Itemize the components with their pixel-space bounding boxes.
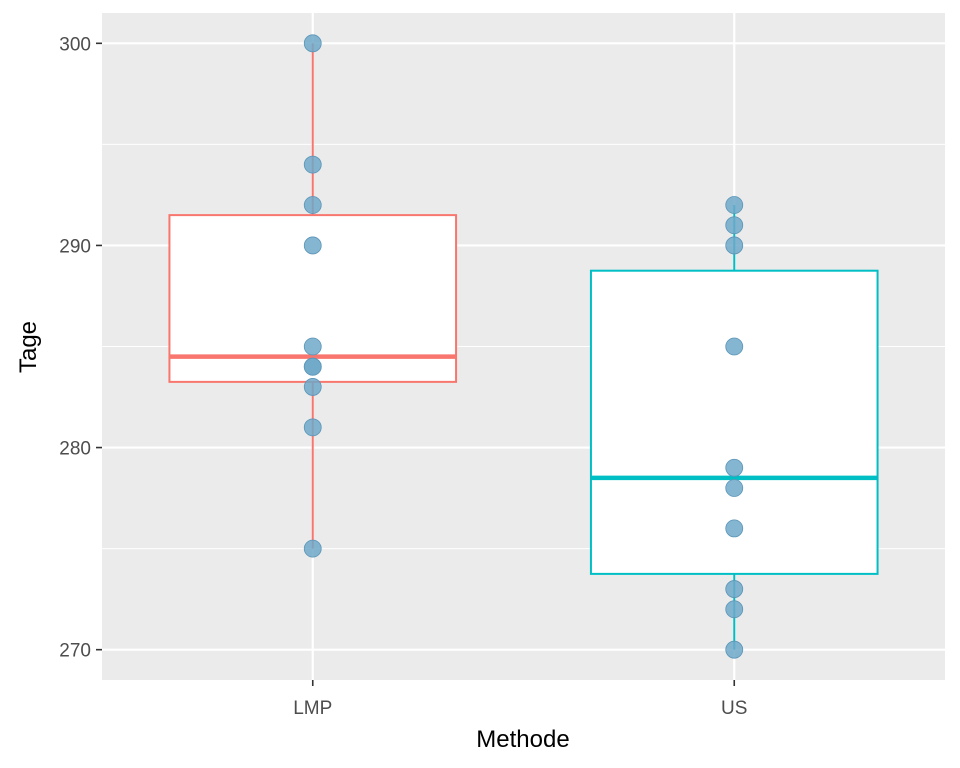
x-axis-title: Methode xyxy=(476,726,569,753)
data-point xyxy=(303,418,322,437)
y-tick-label: 280 xyxy=(59,439,91,460)
data-point xyxy=(303,236,322,255)
y-tick-label: 270 xyxy=(59,641,91,662)
x-tick-label: LMP xyxy=(293,698,332,719)
y-tick-label: 290 xyxy=(59,236,91,257)
x-tick-label: US xyxy=(721,698,747,719)
data-point xyxy=(725,580,744,598)
data-point xyxy=(303,357,322,376)
data-point xyxy=(303,337,322,356)
data-point xyxy=(725,337,744,356)
data-point xyxy=(303,196,322,214)
y-axis-title: Tage xyxy=(15,321,42,373)
data-point xyxy=(725,519,744,538)
data-point xyxy=(725,640,744,659)
data-point xyxy=(303,539,322,558)
data-point xyxy=(725,458,744,477)
data-point xyxy=(303,378,322,396)
data-point xyxy=(725,479,744,497)
y-axis: 270 280 290 300 xyxy=(59,34,102,662)
x-axis: LMP US xyxy=(293,680,747,719)
data-point xyxy=(303,34,322,53)
data-point xyxy=(725,600,744,619)
points xyxy=(303,34,744,659)
data-point xyxy=(725,236,744,255)
data-point xyxy=(725,196,744,214)
data-point xyxy=(303,155,322,174)
y-tick-label: 300 xyxy=(59,34,91,55)
data-point xyxy=(725,216,744,235)
